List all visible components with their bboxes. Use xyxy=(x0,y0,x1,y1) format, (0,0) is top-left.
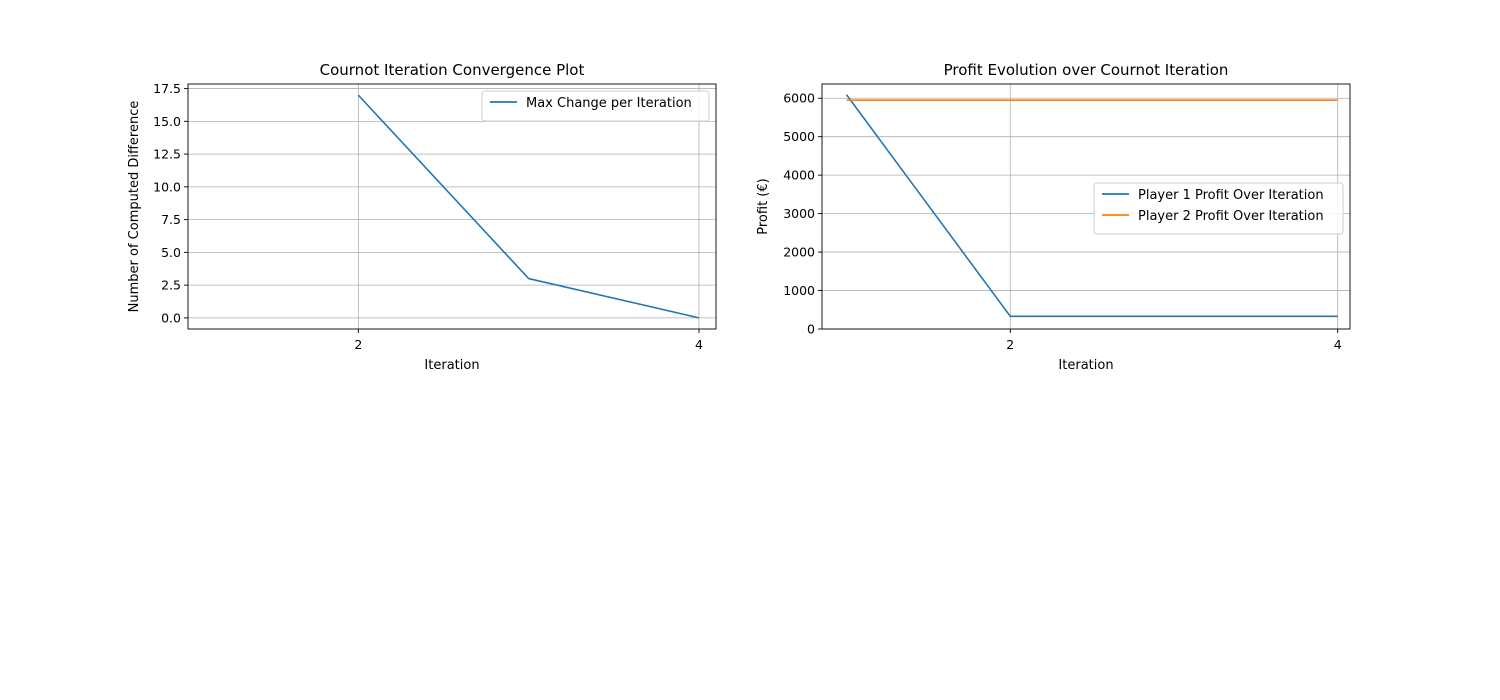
y-tick-label: 15.0 xyxy=(153,114,181,129)
chart-2: 0 1000 2000 3000 4000 5000 6000 2 4 Profit Evolut… xyxy=(756,61,1351,373)
legend-box xyxy=(481,90,710,122)
plot-frame xyxy=(821,83,1351,330)
legend-entry: Player 1 Profit Over Iteration xyxy=(1138,188,1324,203)
y-tick-label: 2.5 xyxy=(161,278,181,293)
chart-title: Cournot Iteration Convergence Plot xyxy=(320,61,585,79)
legend: Max Change per Iteration xyxy=(481,90,710,122)
x-axis-label: Iteration xyxy=(1058,358,1113,373)
legend: Player 1 Profit Over Iteration Player 2 P… xyxy=(1093,182,1344,235)
y-tick-label: 5000 xyxy=(783,129,815,144)
y-axis-label: Profit (€) xyxy=(756,178,771,234)
chart-title: Profit Evolution over Cournot Iteration xyxy=(944,61,1229,79)
y-tick-label: 3000 xyxy=(783,206,815,221)
y-tick-label: 4000 xyxy=(783,168,815,183)
x-tick-label: 4 xyxy=(695,337,703,352)
x-tick-label: 2 xyxy=(354,337,362,352)
y-tick-label: 12.5 xyxy=(153,147,181,162)
y-tick-label: 17.5 xyxy=(153,81,181,96)
legend-entry: Player 2 Profit Over Iteration xyxy=(1138,209,1324,224)
series-line-1 xyxy=(357,94,700,319)
series-line-1 xyxy=(845,94,1338,318)
x-tick-label: 2 xyxy=(1006,337,1014,352)
x-axis-label: Iteration xyxy=(424,358,479,373)
y-axis-label: Number of Computed Difference xyxy=(127,101,142,313)
x-tick-label: 4 xyxy=(1334,337,1342,352)
plot-frame xyxy=(187,83,717,330)
y-tick-label: 6000 xyxy=(783,91,815,106)
y-tick-label: 1000 xyxy=(783,283,815,298)
y-tick-label: 7.5 xyxy=(161,212,181,227)
y-tick-label: 0 xyxy=(807,322,815,337)
legend-entry: Max Change per Iteration xyxy=(526,96,692,111)
legend-box xyxy=(1093,182,1344,235)
y-tick-label: 5.0 xyxy=(161,245,181,260)
chart-1: 0.0 2.5 5.0 7.5 10.0 12.5 15.0 17.5 2 4 Cournot It… xyxy=(127,61,717,373)
y-tick-label: 10.0 xyxy=(153,179,181,194)
y-tick-label: 2000 xyxy=(783,245,815,260)
y-tick-label: 0.0 xyxy=(161,310,181,325)
